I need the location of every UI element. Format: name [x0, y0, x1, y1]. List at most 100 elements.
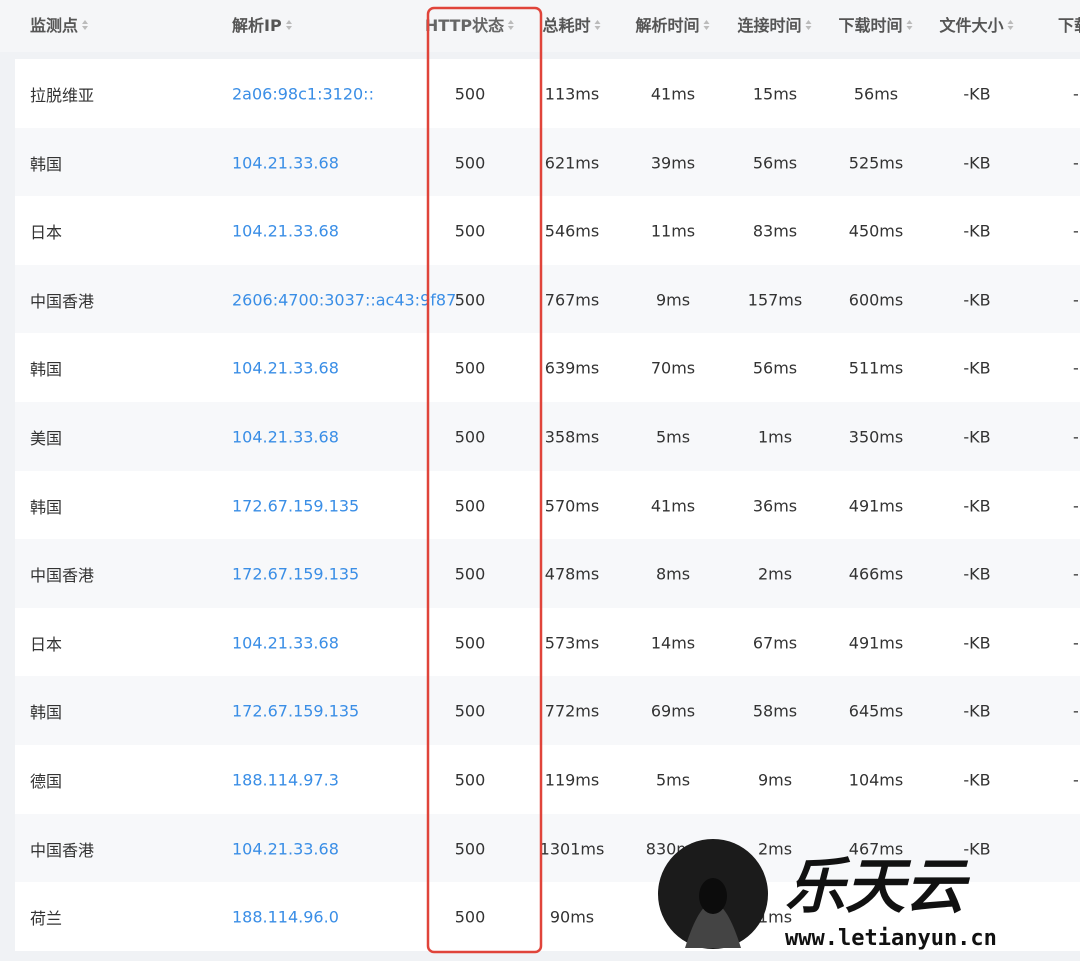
table-row: 日本 104.21.33.68 500 546ms 11ms 83ms 450ms -KB - [15, 196, 1080, 266]
table-cell: 500 [454, 770, 486, 790]
table-cell: - [1073, 290, 1079, 310]
table-cell: 500 [454, 907, 486, 927]
table-cell: 拉脱维亚 [30, 86, 95, 105]
table-cell: 58ms [752, 701, 798, 721]
table-cell: - [1073, 496, 1079, 516]
table-cell: 119ms [544, 770, 600, 790]
table-cell: 500 [454, 564, 486, 584]
column-header[interactable]: 下载 [1058, 16, 1080, 35]
table-cell: 韩国 [30, 154, 63, 174]
table-cell: 1301ms [539, 839, 605, 859]
sort-icon[interactable] [700, 16, 711, 35]
table-row: 美国 104.21.33.68 500 358ms 5ms 1ms 350ms -KB - [15, 402, 1080, 471]
sort-icon[interactable] [1004, 16, 1015, 35]
table-cell: 9ms [757, 770, 793, 790]
table-cell: 韩国 [30, 497, 63, 517]
table-cell: 韩国 [30, 703, 63, 723]
table-row: 韩国 172.67.159.135 500 772ms 69ms 58ms 645ms -KB… [15, 676, 1080, 746]
table-cell: 645ms [848, 701, 904, 721]
table-cell: 621ms [544, 153, 600, 173]
table-cell: 中国香港 [30, 840, 95, 860]
table-cell: - [1073, 84, 1079, 104]
table-cell: 113ms [544, 84, 600, 104]
table-cell: 104.21.33.68 [232, 633, 339, 653]
table-cell: 500 [454, 427, 486, 447]
watermark-logo [658, 839, 768, 949]
table-cell: - [1073, 358, 1079, 378]
table-cell: 767ms [544, 290, 600, 310]
table-cell: 11ms [650, 221, 696, 241]
table-cell: 1ms [757, 427, 793, 447]
table-cell: 500 [454, 839, 486, 859]
sort-icon[interactable] [591, 16, 602, 35]
table-cell: -KB [963, 84, 991, 104]
table-cell: 中国香港 [30, 291, 95, 311]
table-cell: 491ms [848, 496, 904, 516]
table-cell: 5ms [655, 770, 691, 790]
column-header[interactable]: HTTP状态 [425, 12, 515, 36]
column-header[interactable]: 连接时间 [737, 12, 812, 36]
table-cell: 荷兰 [30, 909, 63, 929]
column-header[interactable]: 文件大小 [939, 12, 1014, 36]
table-row: 韩国 104.21.33.68 500 639ms 70ms 56ms 511ms -KB - [15, 333, 1080, 403]
table-cell: 41ms [650, 84, 696, 104]
table-cell: 韩国 [30, 360, 63, 380]
table-cell: 日本 [30, 634, 63, 654]
column-header[interactable]: 解析时间 [635, 12, 710, 36]
table-cell: 83ms [752, 221, 798, 241]
table-cell: 188.114.97.3 [232, 770, 339, 790]
table-cell: 500 [454, 496, 486, 516]
table-cell: 500 [454, 84, 486, 104]
table-cell: 中国香港 [30, 566, 95, 586]
table-row: 日本 104.21.33.68 500 573ms 14ms 67ms 491ms -KB - [15, 607, 1080, 677]
table-cell: 500 [454, 633, 486, 653]
table-cell: 104ms [848, 770, 904, 790]
sort-icon[interactable] [282, 16, 293, 35]
sort-icon[interactable] [802, 16, 813, 35]
column-header[interactable]: 下载时间 [838, 12, 913, 36]
watermark-brand: 乐天云 [785, 852, 965, 922]
table-cell: 104.21.33.68 [232, 358, 339, 378]
column-header[interactable]: 监测点 [30, 12, 89, 36]
table-cell: 104.21.33.68 [232, 839, 339, 859]
table-cell: 500 [454, 358, 486, 378]
table-cell: -KB [963, 839, 991, 859]
table-cell: - [1073, 770, 1079, 790]
table-cell: 467ms [848, 839, 904, 859]
table-cell: 39ms [650, 153, 696, 173]
table-cell: 41ms [650, 496, 696, 516]
table-cell: 600ms [848, 290, 904, 310]
table-cell: -KB [963, 153, 991, 173]
table-cell: 14ms [650, 633, 696, 653]
table-cell: 172.67.159.135 [232, 496, 360, 516]
table-cell: - [1073, 701, 1079, 721]
table-cell: - [1073, 427, 1079, 447]
table-row: 中国香港 104.21.33.68 500 1301ms 830ms 2ms 467ms -K… [15, 813, 1080, 883]
table-cell: 772ms [544, 701, 600, 721]
table-cell: 2606:4700:3037::ac43:9f87 [232, 290, 457, 310]
table-cell: -KB [963, 290, 991, 310]
column-header[interactable]: 总耗时 [542, 12, 601, 36]
table-cell: 69ms [650, 701, 696, 721]
table-cell: 466ms [848, 564, 904, 584]
column-header[interactable]: 解析IP [232, 12, 293, 36]
table-cell: -KB [963, 427, 991, 447]
table-cell: 450ms [848, 221, 904, 241]
sort-icon[interactable] [78, 16, 89, 35]
table-cell: 56ms [752, 358, 798, 378]
sort-icon[interactable] [903, 16, 914, 35]
table-cell: 2ms [757, 564, 793, 584]
table-cell: 478ms [544, 564, 600, 584]
table-cell: -KB [963, 221, 991, 241]
table-cell: - [1073, 153, 1079, 173]
sort-icon[interactable] [504, 16, 515, 35]
table-cell: - [1073, 221, 1079, 241]
table-cell: 5ms [655, 427, 691, 447]
table-cell: -KB [963, 496, 991, 516]
table-cell: 104.21.33.68 [232, 221, 339, 241]
table-cell: 美国 [30, 429, 63, 448]
table-row: 荷兰 188.114.96.0 500 90ms 1ms [15, 882, 1080, 952]
table-cell: 56ms [853, 84, 899, 104]
table-cell: 525ms [848, 153, 904, 173]
table-row: 中国香港 172.67.159.135 500 478ms 8ms 2ms 466ms -KB… [15, 539, 1080, 609]
